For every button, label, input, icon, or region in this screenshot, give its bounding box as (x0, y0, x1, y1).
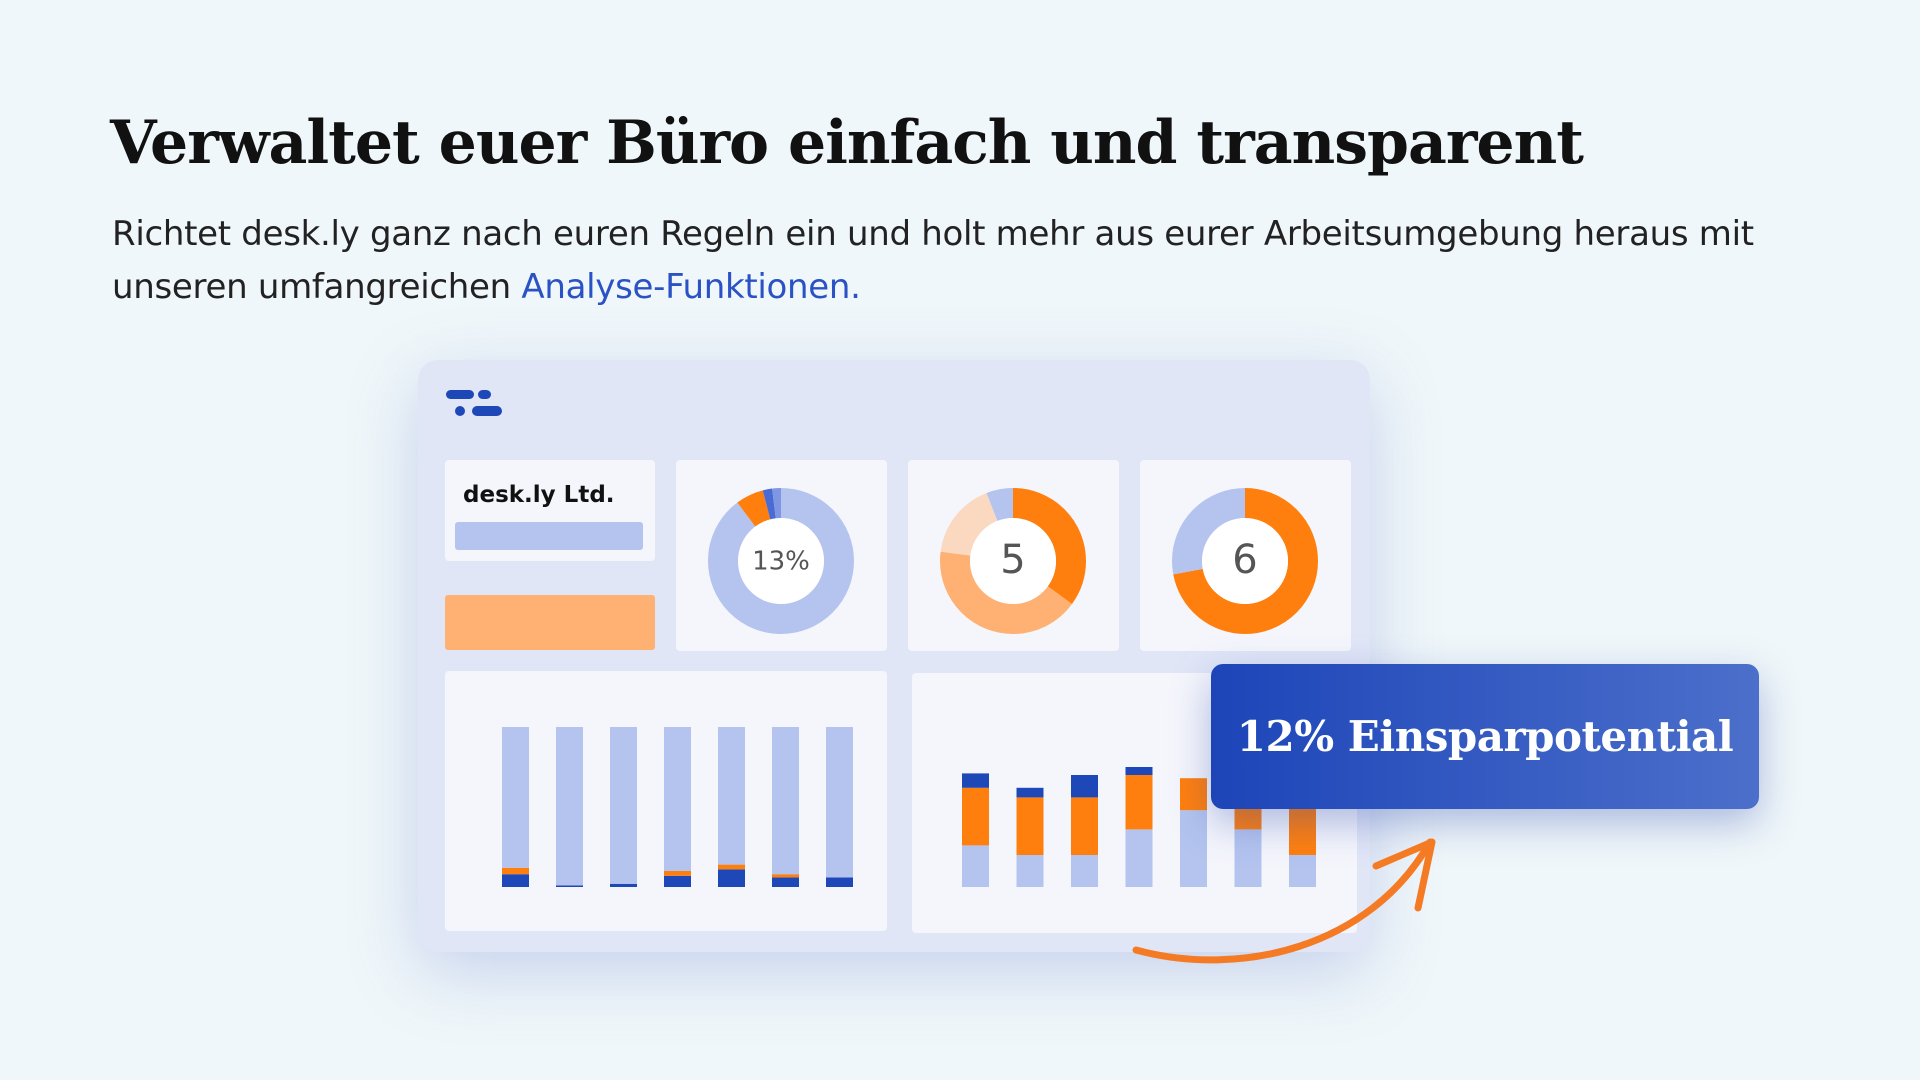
donut-card-1: 13% (676, 460, 887, 651)
donut-segment-2 (940, 488, 1086, 634)
bar-6-dark-blue (772, 877, 799, 887)
page-title: Verwaltet euer Büro einfach und transpar… (110, 108, 1584, 178)
bar-1-orange (502, 867, 529, 875)
company-placeholder-bar (455, 522, 643, 550)
donut-segment-4 (940, 488, 1086, 634)
donut-center-label: 5 (1000, 537, 1025, 583)
bar-6-light-blue (1234, 829, 1262, 887)
bar-5-orange (1180, 778, 1207, 811)
dashboard-mockup: desk.ly Ltd. 13% 5 6 (418, 360, 1370, 952)
bar-4-dark-blue (664, 875, 691, 887)
donut-center (970, 518, 1056, 604)
donut-chart-count-6: 6 (1172, 488, 1318, 634)
bar-1-light-blue (962, 845, 989, 887)
bar-3-dark-blue (610, 883, 637, 887)
company-card: desk.ly Ltd. (445, 460, 655, 561)
bar-4-orange (1125, 775, 1153, 830)
bar-4-dark-blue (1125, 767, 1153, 775)
donut-card-2: 5 (908, 460, 1119, 651)
bar-2-light-blue (1016, 855, 1044, 887)
bar-4-orange (664, 871, 691, 876)
bar-chart-card-left (445, 671, 887, 931)
bar-2-dark-blue (1016, 787, 1044, 798)
bar-2-orange (1016, 797, 1044, 855)
bar-1-dark-blue (962, 773, 989, 788)
donut-card-3: 6 (1140, 460, 1351, 651)
bar-6-orange (772, 874, 799, 878)
subtitle-text: Richtet desk.ly ganz nach euren Regeln e… (112, 214, 1754, 307)
donut-center (1202, 518, 1288, 604)
donut-center (738, 518, 824, 604)
bar-5-light-blue (718, 727, 745, 865)
bar-4-light-blue (1125, 829, 1153, 887)
donut-center-label: 13% (752, 547, 810, 577)
bar-4-light-blue (664, 727, 691, 871)
deskly-logo-icon (446, 390, 502, 416)
donut-center-label: 6 (1232, 537, 1257, 583)
donut-chart-count-5: 5 (940, 488, 1086, 634)
bar-1-light-blue (502, 727, 529, 868)
curved-arrow-icon (1132, 838, 1436, 964)
bar-7-orange (1289, 807, 1316, 855)
stacked-bar-chart-right (962, 767, 1316, 887)
orange-status-bar (445, 595, 655, 650)
bar-5-orange (718, 864, 745, 870)
bar-3-light-blue (610, 727, 637, 884)
savings-callout-text: 12% Einsparpotential (1236, 712, 1734, 761)
page-subtitle: Richtet desk.ly ganz nach euren Regeln e… (112, 208, 1832, 314)
bar-5-light-blue (1180, 810, 1207, 887)
bar-1-orange (962, 787, 989, 846)
company-name: desk.ly Ltd. (463, 482, 615, 508)
bar-3-orange (1071, 797, 1098, 855)
bar-7-dark-blue (826, 877, 853, 887)
donut-chart-percentage: 13% (708, 488, 854, 634)
bar-6-light-blue (772, 727, 799, 875)
stacked-bar-chart-left (502, 727, 853, 887)
bar-5-dark-blue (718, 869, 745, 887)
bar-3-dark-blue (1071, 775, 1098, 798)
bar-2-light-blue (556, 727, 583, 886)
bar-3-light-blue (1071, 855, 1098, 887)
donut-segment-2 (1172, 488, 1318, 634)
donut-segment-4 (708, 488, 854, 634)
bar-7-light-blue (826, 727, 853, 878)
bar-7-light-blue (1289, 855, 1316, 887)
bar-1-dark-blue (502, 874, 529, 887)
bar-2-dark-blue (556, 885, 583, 887)
savings-callout: 12% Einsparpotential (1211, 664, 1759, 809)
analyse-funktionen-link[interactable]: Analyse-Funktionen. (521, 267, 861, 307)
